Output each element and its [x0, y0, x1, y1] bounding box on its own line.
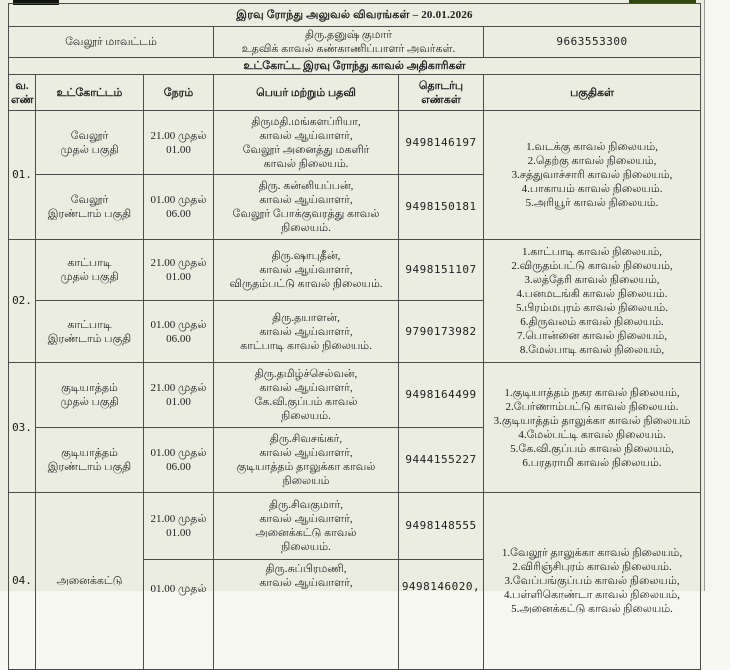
phone-cell: 9790173982 [398, 300, 484, 363]
phone-cell: 9498164499 [398, 362, 484, 428]
table-row: வேலூர் மாவட்டம் திரு.தனுஷ் குமார் உதவிக்… [8, 26, 702, 58]
zone-cell: வேலூர் முதல் பகுதி [35, 110, 144, 175]
phone-cell: 9498150181 [398, 174, 484, 240]
officer-cell: திரு.ஷாபுதீன், காவல் ஆய்வாளர், விருதம்பட… [213, 239, 399, 301]
phone-cell: 9498146020, [398, 559, 484, 670]
table-row: 01. வேலூர் முதல் பகுதி 21.00 முதல் 01.00… [8, 110, 702, 240]
table-row: இரவு ரோந்து அலுவல் விவரங்கள் – 20.01.202… [7, 3, 702, 27]
time-cell: 21.00 முதல் 01.00 [143, 362, 214, 428]
scan-artifact-black-bar [13, 0, 59, 5]
time-cell: 21.00 முதல் 01.00 [143, 492, 214, 560]
header-name-designation: பெயர் மற்றும் பதவி [213, 74, 399, 111]
areas-cell: 1.வடக்கு காவல் நிலையம், 2.தெற்கு காவல் ந… [482, 110, 702, 240]
table-row: குடியாத்தம் இரண்டாம் பகுதி 01.00 முதல் 0… [9, 427, 701, 493]
officer-cell: திரு.சிவசங்கர், காவல் ஆய்வாளர், குடியாத்… [213, 427, 399, 493]
serial-cell: 02. [8, 239, 36, 363]
areas-cell: 1.குடியாத்தம் நகர காவல் நிலையம், 2.பேர்ண… [482, 362, 702, 493]
officer-cell: திரு.சிவகுமார், காவல் ஆய்வாளர், அனைக்கட்… [213, 492, 399, 560]
table-row: காட்பாடி இரண்டாம் பகுதி 01.00 முதல் 06.0… [9, 300, 701, 363]
scan-artifact-green-bar [629, 0, 696, 4]
officer-cell: திரு.சுப்பிரமணி, காவல் ஆய்வாளர், [213, 559, 399, 670]
table-row: 02. காட்பாடி முதல் பகுதி 21.00 முதல் 01.… [8, 239, 702, 363]
scanned-document-page: இரவு ரோந்து அலுவல் விவரங்கள் – 20.01.202… [0, 0, 705, 670]
table-row: உட்கோட்ட இரவு ரோந்து காவல் அதிகாரிகள் [7, 57, 702, 75]
officer-cell: திரு.தமிழ்ச்செல்வன், காவல் ஆய்வாளர், கே.… [213, 362, 399, 428]
phone-cell: 9498146197 [398, 110, 484, 175]
supervising-officer-cell: திரு.தனுஷ் குமார் உதவிக் காவல் கண்காணிப்… [213, 26, 484, 58]
header-time: நேரம் [143, 74, 214, 111]
table-subtitle: உட்கோட்ட இரவு ரோந்து காவல் அதிகாரிகள் [7, 57, 702, 75]
zone-cell: குடியாத்தம் இரண்டாம் பகுதி [35, 427, 144, 493]
areas-cell: 1.வேலூர் தாலுக்கா காவல் நிலையம், 2.விரிஞ… [482, 492, 702, 670]
header-areas: பகுதிகள் [482, 74, 702, 111]
night-patrol-table: இரவு ரோந்து அலுவல் விவரங்கள் – 20.01.202… [7, 3, 702, 670]
header-serial: வ. எண் [8, 74, 36, 111]
table-header-row: வ. எண் உட்கோட்டம் நேரம் பெயர் மற்றும் பத… [8, 74, 702, 111]
officer-cell: திரு.தயாளன், காவல் ஆய்வாளர், காட்பாடி கா… [213, 300, 399, 363]
serial-cell: 04. [8, 492, 36, 670]
zone-cell: வேலூர் இரண்டாம் பகுதி [35, 174, 144, 240]
time-cell: 01.00 முதல் 06.00 [143, 427, 214, 493]
time-cell: 21.00 முதல் 01.00 [143, 110, 214, 175]
district-cell: வேலூர் மாவட்டம் [8, 26, 214, 58]
time-cell: 01.00 முதல் 06.00 [143, 174, 214, 240]
time-cell: 01.00 முதல் 06.00 [143, 300, 214, 363]
header-subdivision: உட்கோட்டம் [35, 74, 144, 111]
zone-cell: காட்பாடி முதல் பகுதி [35, 239, 144, 301]
time-cell: 01.00 முதல் [143, 559, 214, 670]
table-row: வேலூர் இரண்டாம் பகுதி 01.00 முதல் 06.00 … [9, 174, 701, 240]
zone-cell: குடியாத்தம் முதல் பகுதி [35, 362, 144, 428]
zone-cell: காட்பாடி இரண்டாம் பகுதி [35, 300, 144, 363]
zone-cell: அனைக்கட்டு [35, 492, 144, 670]
supervising-officer-phone: 9663553300 [482, 26, 702, 58]
table-row: 03. குடியாத்தம் முதல் பகுதி 21.00 முதல் … [8, 362, 702, 493]
document-title: இரவு ரோந்து அலுவல் விவரங்கள் – 20.01.202… [7, 3, 702, 27]
table-row: 04. அனைக்கட்டு 21.00 முதல் 01.00 திரு.சி… [8, 492, 702, 670]
officer-cell: திருமதி.மங்களப்ரியா, காவல் ஆய்வாளர், வேல… [213, 110, 399, 175]
officer-cell: திரு. கன்னியப்பன், காவல் ஆய்வாளர், வேலூர… [213, 174, 399, 240]
phone-cell: 9498151107 [398, 239, 484, 301]
phone-cell: 9498148555 [398, 492, 484, 560]
phone-cell: 9444155227 [398, 427, 484, 493]
areas-cell: 1.காட்பாடி காவல் நிலையம், 2.விருதம்பட்டு… [482, 239, 702, 363]
time-cell: 21.00 முதல் 01.00 [143, 239, 214, 301]
serial-cell: 01. [8, 110, 36, 240]
serial-cell: 03. [8, 362, 36, 493]
header-contact: தொடர்பு எண்கள் [398, 74, 484, 111]
